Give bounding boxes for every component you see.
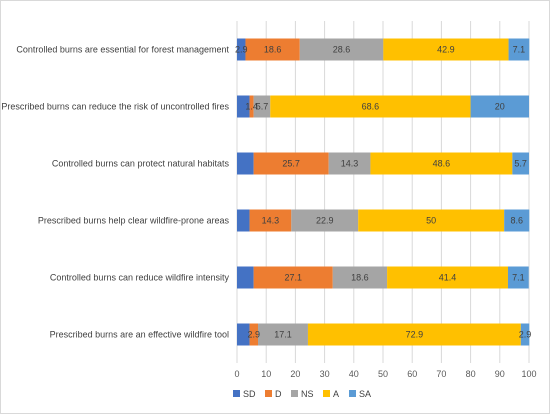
x-tick-label: 10 (261, 369, 271, 379)
data-label: 2.9 (235, 45, 248, 55)
data-label: 1.4 (245, 102, 258, 112)
bar-segment-ns (291, 209, 359, 232)
x-tick-label: 20 (290, 369, 300, 379)
category-label: Controlled burns can protect natural hab… (52, 159, 230, 169)
data-label: 17.1 (274, 330, 292, 340)
bar-segment-sd (237, 95, 250, 118)
category-label: Controlled burns are essential for fores… (16, 45, 229, 55)
bar-segment-d (245, 38, 300, 61)
x-tick-label: 100 (521, 369, 536, 379)
data-label: 8.6 (510, 216, 523, 226)
legend-label-sd: SD (243, 389, 256, 399)
bar-segment-ns (332, 266, 388, 289)
x-tick-label: 70 (436, 369, 446, 379)
data-label: 5.7 (514, 159, 527, 169)
legend-label-sa: SA (359, 389, 371, 399)
data-label: 18.6 (351, 273, 369, 283)
bar-segment-sd (237, 266, 254, 289)
legend-swatch-ns (291, 390, 298, 397)
bar-segment-d (253, 266, 333, 289)
bar-segment-a (358, 209, 505, 232)
legend-swatch-sd (233, 390, 240, 397)
data-label: 48.6 (433, 159, 451, 169)
x-tick-label: 50 (378, 369, 388, 379)
bar-segment-d (253, 152, 329, 175)
legend: SD D NS A SA (233, 389, 371, 399)
data-label: 2.9 (519, 330, 532, 340)
bar-segment-sa (470, 95, 529, 118)
x-tick-label: 60 (407, 369, 417, 379)
x-tick-label: 40 (349, 369, 359, 379)
bar-segment-d (249, 209, 292, 232)
data-label: 50 (426, 216, 436, 226)
data-label: 42.9 (437, 45, 455, 55)
bar-segment-sd (237, 323, 250, 346)
bar-segment-ns (299, 38, 384, 61)
category-label: Prescribed burns help clear wildfire-pro… (38, 216, 230, 226)
x-tick-label: 0 (234, 369, 239, 379)
legend-label-d: D (275, 389, 282, 399)
category-label: Controlled burns can reduce wildfire int… (50, 273, 230, 283)
bar-segment-sd (237, 152, 254, 175)
data-label: 7.1 (513, 45, 526, 55)
data-label: 28.6 (333, 45, 351, 55)
bar-segment-ns (258, 323, 308, 346)
bar-segment-sa (520, 323, 530, 346)
legend-label-a: A (333, 389, 339, 399)
category-label: Prescribed burns can reduce the risk of … (1, 102, 229, 112)
legend-swatch-d (265, 390, 272, 397)
legend-swatch-a (323, 390, 330, 397)
gridlines (236, 21, 530, 363)
data-label: 72.9 (406, 330, 424, 340)
category-labels: Controlled burns are essential for fores… (1, 45, 229, 340)
bar-segment-d (249, 323, 259, 346)
data-label: 2.9 (248, 330, 261, 340)
bar-segment-sa (507, 266, 529, 289)
data-label: 7.1 (512, 273, 525, 283)
bar-segment-a (383, 38, 509, 61)
bar-segment-d (249, 95, 254, 118)
bar-segment-a (307, 323, 521, 346)
bar-segment-sa (504, 209, 530, 232)
x-axis-ticks: 0 10 20 30 40 50 60 70 80 90 100 (234, 369, 536, 379)
data-label: 27.1 (284, 273, 302, 283)
bar-segment-a (387, 266, 508, 289)
x-tick-label: 90 (495, 369, 505, 379)
category-label: Prescribed burns are an effective wildfi… (50, 330, 229, 340)
data-label: 5.7 (256, 102, 269, 112)
bar-segment-sa (508, 38, 530, 61)
bar-segment-sd (237, 38, 246, 61)
bar-segment-a (270, 95, 471, 118)
data-label: 68.6 (362, 102, 380, 112)
bar-segment-sd (237, 209, 250, 232)
bars (237, 38, 530, 346)
legend-swatch-sa (349, 390, 356, 397)
legend-label-ns: NS (301, 389, 314, 399)
x-tick-label: 80 (466, 369, 476, 379)
bar-segment-a (370, 152, 513, 175)
x-tick-label: 30 (320, 369, 330, 379)
bar-segment-ns (328, 152, 371, 175)
bar-segment-sa (512, 152, 529, 175)
data-label: 18.6 (264, 45, 282, 55)
bar-segment-ns (253, 95, 271, 118)
data-label: 14.3 (341, 159, 359, 169)
data-label: 14.3 (262, 216, 280, 226)
data-label: 25.7 (282, 159, 300, 169)
data-label: 41.4 (439, 273, 457, 283)
data-label: 20 (495, 102, 505, 112)
data-label: 22.9 (316, 216, 334, 226)
